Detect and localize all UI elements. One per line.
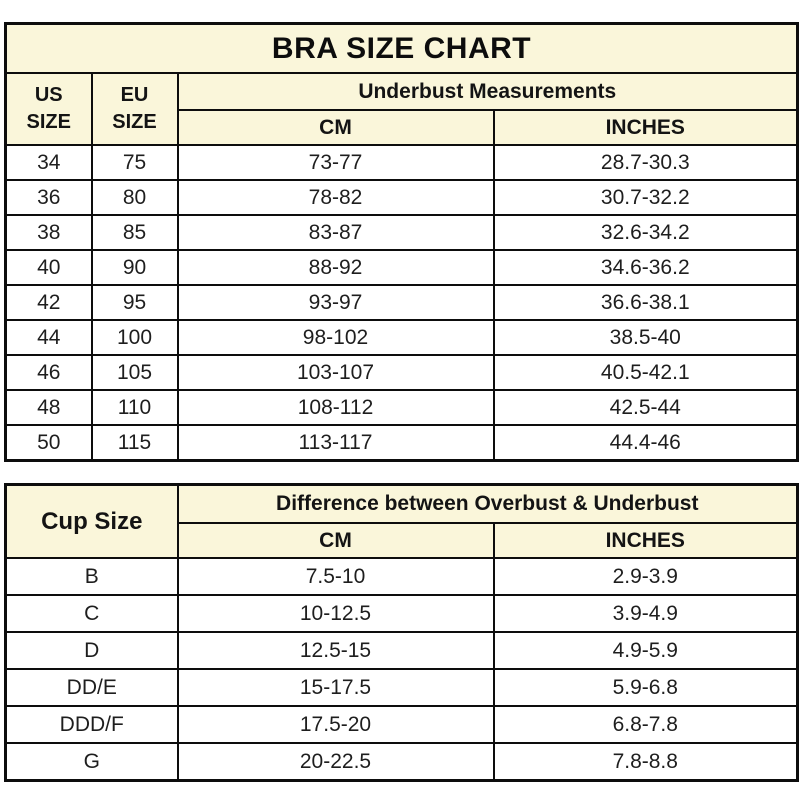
us-size-header: US SIZE bbox=[4, 72, 93, 146]
cell-us-size: 46 bbox=[4, 354, 93, 391]
table-row: B 7.5-10 2.9-3.9 bbox=[4, 557, 799, 596]
size-table-header-row-1: US SIZE EU SIZE Underbust Measurements bbox=[4, 72, 799, 146]
size-table-body: 34 75 73-77 28.7-30.3 36 80 78-82 30.7-32.2 38 85… bbox=[4, 144, 799, 462]
eu-size-header: EU SIZE bbox=[90, 72, 179, 146]
cell-inches: 2.9-3.9 bbox=[492, 557, 799, 596]
cell-cm: 12.5-15 bbox=[176, 631, 495, 670]
cell-eu-size: 95 bbox=[90, 284, 179, 321]
cell-eu-size: 100 bbox=[90, 319, 179, 356]
cell-cm: 20-22.5 bbox=[176, 742, 495, 782]
table-row: 46 105 103-107 40.5-42.1 bbox=[4, 354, 799, 391]
cell-cm: 15-17.5 bbox=[176, 668, 495, 707]
size-inches-header: INCHES bbox=[492, 109, 799, 146]
cup-inches-header: INCHES bbox=[492, 522, 799, 559]
cell-us-size: 44 bbox=[4, 319, 93, 356]
cup-size-table: Cup Size Difference between Overbust & U… bbox=[4, 483, 800, 782]
table-row: C 10-12.5 3.9-4.9 bbox=[4, 594, 799, 633]
table-row: 36 80 78-82 30.7-32.2 bbox=[4, 179, 799, 216]
cell-inches: 38.5-40 bbox=[492, 319, 799, 356]
cell-us-size: 42 bbox=[4, 284, 93, 321]
cell-cup-size: G bbox=[4, 742, 179, 782]
cell-inches: 44.4-46 bbox=[492, 424, 799, 462]
cell-eu-size: 105 bbox=[90, 354, 179, 391]
size-cm-header: CM bbox=[176, 109, 495, 146]
cup-table-header-row-1: Cup Size Difference between Overbust & U… bbox=[4, 483, 799, 559]
cell-cm: 78-82 bbox=[176, 179, 495, 216]
table-row: 48 110 108-112 42.5-44 bbox=[4, 389, 799, 426]
table-row: 42 95 93-97 36.6-38.1 bbox=[4, 284, 799, 321]
cell-inches: 32.6-34.2 bbox=[492, 214, 799, 251]
cell-eu-size: 80 bbox=[90, 179, 179, 216]
cell-us-size: 50 bbox=[4, 424, 93, 462]
title-row: BRA SIZE CHART bbox=[4, 22, 799, 74]
cell-cup-size: D bbox=[4, 631, 179, 670]
bra-size-table: BRA SIZE CHART US SIZE EU SIZE Underbust… bbox=[4, 22, 800, 462]
cell-cm: 73-77 bbox=[176, 144, 495, 181]
cup-table-header-row-2: CM INCHES bbox=[6, 522, 799, 559]
cell-inches: 4.9-5.9 bbox=[492, 631, 799, 670]
cell-eu-size: 115 bbox=[90, 424, 179, 462]
page-title: BRA SIZE CHART bbox=[4, 22, 799, 74]
cell-cm: 108-112 bbox=[176, 389, 495, 426]
cell-us-size: 34 bbox=[4, 144, 93, 181]
cell-inches: 5.9-6.8 bbox=[492, 668, 799, 707]
table-row: DDD/F 17.5-20 6.8-7.8 bbox=[4, 705, 799, 744]
cell-inches: 28.7-30.3 bbox=[492, 144, 799, 181]
cell-cm: 10-12.5 bbox=[176, 594, 495, 633]
table-row: DD/E 15-17.5 5.9-6.8 bbox=[4, 668, 799, 707]
cell-inches: 7.8-8.8 bbox=[492, 742, 799, 782]
cell-inches: 36.6-38.1 bbox=[492, 284, 799, 321]
difference-header: Difference between Overbust & Underbust bbox=[176, 483, 799, 524]
cell-cm: 113-117 bbox=[176, 424, 495, 462]
cup-table-body: B 7.5-10 2.9-3.9 C 10-12.5 3.9-4.9 D 12.5-15 4.9… bbox=[4, 557, 799, 782]
table-row: 38 85 83-87 32.6-34.2 bbox=[4, 214, 799, 251]
cell-cm: 93-97 bbox=[176, 284, 495, 321]
table-row: G 20-22.5 7.8-8.8 bbox=[4, 742, 799, 782]
cell-eu-size: 110 bbox=[90, 389, 179, 426]
cell-cup-size: DD/E bbox=[4, 668, 179, 707]
cell-inches: 30.7-32.2 bbox=[492, 179, 799, 216]
table-row: 34 75 73-77 28.7-30.3 bbox=[4, 144, 799, 181]
cell-cup-size: DDD/F bbox=[4, 705, 179, 744]
cell-eu-size: 85 bbox=[90, 214, 179, 251]
table-row: 50 115 113-117 44.4-46 bbox=[4, 424, 799, 462]
cell-cm: 88-92 bbox=[176, 249, 495, 286]
cell-us-size: 40 bbox=[4, 249, 93, 286]
cell-us-size: 36 bbox=[4, 179, 93, 216]
cell-cup-size: B bbox=[4, 557, 179, 596]
cell-cup-size: C bbox=[4, 594, 179, 633]
table-row: 40 90 88-92 34.6-36.2 bbox=[4, 249, 799, 286]
cup-size-header: Cup Size bbox=[4, 483, 179, 559]
cell-inches: 3.9-4.9 bbox=[492, 594, 799, 633]
size-table-header-row-2: CM INCHES bbox=[6, 109, 799, 146]
cell-us-size: 38 bbox=[4, 214, 93, 251]
cup-cm-header: CM bbox=[176, 522, 495, 559]
cell-cm: 7.5-10 bbox=[176, 557, 495, 596]
underbust-measurements-header: Underbust Measurements bbox=[176, 72, 799, 111]
cell-cm: 103-107 bbox=[176, 354, 495, 391]
cell-eu-size: 75 bbox=[90, 144, 179, 181]
cell-us-size: 48 bbox=[4, 389, 93, 426]
cell-cm: 98-102 bbox=[176, 319, 495, 356]
table-row: D 12.5-15 4.9-5.9 bbox=[4, 631, 799, 670]
cell-cm: 17.5-20 bbox=[176, 705, 495, 744]
cell-inches: 42.5-44 bbox=[492, 389, 799, 426]
cell-inches: 6.8-7.8 bbox=[492, 705, 799, 744]
table-row: 44 100 98-102 38.5-40 bbox=[4, 319, 799, 356]
cell-inches: 34.6-36.2 bbox=[492, 249, 799, 286]
cell-eu-size: 90 bbox=[90, 249, 179, 286]
cell-cm: 83-87 bbox=[176, 214, 495, 251]
cell-inches: 40.5-42.1 bbox=[492, 354, 799, 391]
